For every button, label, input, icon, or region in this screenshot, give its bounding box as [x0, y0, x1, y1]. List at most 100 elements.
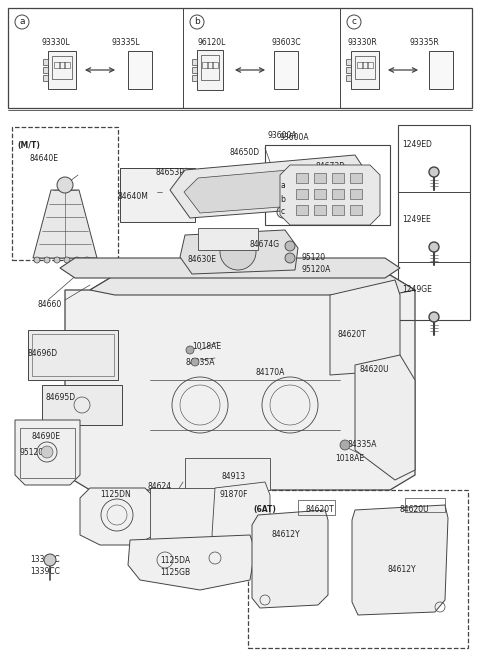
Bar [64, 62, 70, 68]
Text: 84335A: 84335A [186, 358, 216, 367]
Bar [48, 51, 76, 89]
Text: 84695D: 84695D [45, 393, 75, 402]
Bar [346, 59, 351, 65]
Bar [43, 75, 48, 81]
Text: 1249GE: 1249GE [402, 285, 432, 294]
Bar [265, 145, 390, 225]
Text: 95120A: 95120A [302, 265, 331, 274]
Bar [367, 62, 373, 68]
Text: 1018AE: 1018AE [335, 454, 364, 463]
Bar [20, 428, 75, 478]
Text: 84640M: 84640M [118, 192, 149, 201]
Text: 84913: 84913 [222, 472, 246, 481]
Bar [43, 67, 48, 73]
Text: 84620T: 84620T [337, 330, 366, 339]
Text: 84612Y: 84612Y [272, 530, 300, 539]
Text: 84660: 84660 [38, 300, 62, 309]
Text: 1125DA: 1125DA [160, 556, 190, 565]
Text: 84690E: 84690E [32, 432, 61, 441]
Bar [212, 62, 218, 68]
Bar [298, 500, 335, 515]
Polygon shape [33, 190, 97, 258]
Bar [52, 56, 72, 79]
Text: 93606B: 93606B [316, 174, 346, 183]
Text: 84674G: 84674G [250, 240, 280, 249]
Bar [355, 56, 375, 79]
Polygon shape [184, 165, 362, 213]
Text: 93600A: 93600A [280, 133, 310, 142]
Bar [346, 67, 351, 73]
Bar [357, 62, 363, 68]
Bar [42, 385, 122, 425]
Circle shape [340, 440, 350, 450]
Bar [314, 173, 326, 183]
Text: 95120A: 95120A [20, 448, 49, 457]
Bar [398, 125, 470, 320]
Polygon shape [60, 258, 400, 278]
Bar [296, 205, 308, 215]
Bar [332, 173, 344, 183]
Bar [350, 189, 362, 199]
Circle shape [191, 358, 199, 366]
Bar [192, 67, 197, 73]
Bar [362, 62, 368, 68]
Bar [346, 75, 351, 81]
Polygon shape [252, 510, 328, 608]
Text: a: a [281, 180, 286, 190]
Bar [43, 59, 48, 65]
Circle shape [44, 257, 50, 263]
Bar [296, 189, 308, 199]
Text: 84620U: 84620U [360, 365, 390, 374]
Text: b: b [194, 18, 200, 26]
Text: 1125GB: 1125GB [160, 568, 190, 577]
Text: 93335L: 93335L [112, 38, 141, 47]
Text: 95120: 95120 [302, 253, 326, 262]
Polygon shape [15, 420, 80, 485]
Bar [351, 51, 379, 89]
Circle shape [41, 446, 53, 458]
Text: c: c [351, 18, 357, 26]
Text: 1339CC: 1339CC [30, 567, 60, 576]
Text: (M/T): (M/T) [17, 141, 40, 150]
Text: 84620U: 84620U [400, 505, 430, 514]
Bar [296, 173, 308, 183]
Bar [12, 127, 118, 260]
Circle shape [44, 554, 56, 566]
Text: 84612Y: 84612Y [388, 565, 417, 574]
Text: 93600A: 93600A [268, 131, 298, 140]
Polygon shape [352, 505, 448, 615]
Text: 84620T: 84620T [305, 505, 334, 514]
Bar [274, 51, 298, 89]
Bar [197, 50, 223, 90]
Text: (6AT): (6AT) [253, 505, 276, 514]
Bar [120, 168, 195, 222]
Bar [350, 205, 362, 215]
Bar [128, 51, 152, 89]
Polygon shape [280, 165, 380, 225]
Polygon shape [330, 280, 400, 375]
Bar [54, 62, 60, 68]
Text: 1249EE: 1249EE [402, 215, 431, 224]
Bar [314, 205, 326, 215]
Text: 84335A: 84335A [348, 440, 377, 449]
Bar [207, 62, 213, 68]
Text: b: b [281, 195, 286, 203]
Polygon shape [170, 155, 375, 218]
Bar [332, 205, 344, 215]
Text: 84653P: 84653P [155, 168, 184, 177]
Polygon shape [212, 482, 270, 548]
Polygon shape [90, 275, 415, 295]
Text: 91870F: 91870F [220, 490, 249, 499]
Bar [202, 62, 208, 68]
Circle shape [57, 177, 73, 193]
Text: 1338AC: 1338AC [30, 555, 60, 564]
Bar [8, 8, 472, 108]
Text: 93330L: 93330L [42, 38, 71, 47]
Bar [28, 330, 118, 380]
Text: 84170A: 84170A [256, 368, 286, 377]
Text: 84630E: 84630E [188, 255, 217, 264]
Text: 93603C: 93603C [272, 38, 301, 47]
Bar [185, 458, 270, 490]
Text: a: a [19, 18, 25, 26]
Text: 1018AE: 1018AE [192, 342, 221, 351]
